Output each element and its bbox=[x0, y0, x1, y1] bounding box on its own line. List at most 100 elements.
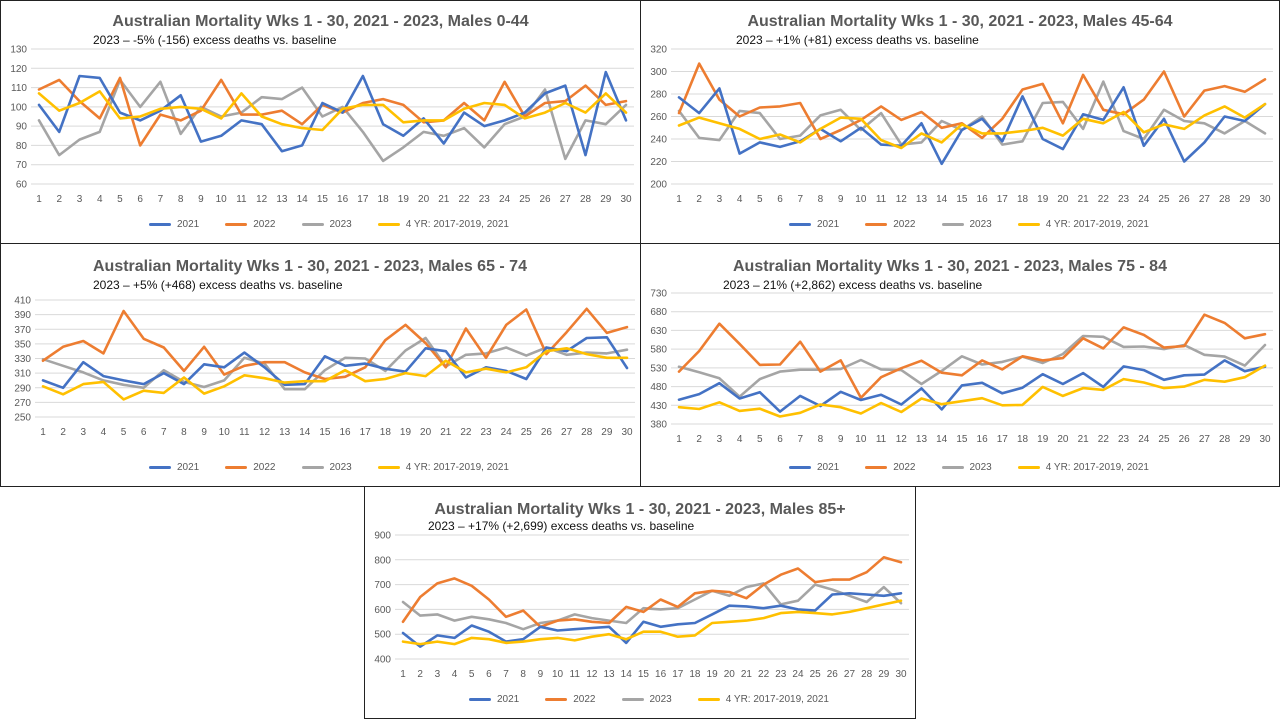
x-tick-label: 26 bbox=[827, 669, 839, 680]
x-tick-label: 7 bbox=[161, 427, 167, 438]
x-tick-label: 24 bbox=[499, 194, 511, 205]
x-tick-label: 9 bbox=[201, 427, 207, 438]
x-tick-label: 7 bbox=[503, 669, 509, 680]
chart-title: Australian Mortality Wks 1 - 30, 2021 - … bbox=[733, 258, 1167, 275]
legend-swatch-2022 bbox=[545, 698, 568, 701]
x-tick-label: 28 bbox=[1219, 194, 1231, 205]
x-tick-label: 26 bbox=[1179, 194, 1191, 205]
x-tick-label: 3 bbox=[717, 434, 723, 445]
legend-item-2023: 2023 bbox=[301, 462, 352, 473]
x-tick-label: 30 bbox=[620, 194, 632, 205]
x-tick-label: 8 bbox=[520, 669, 526, 680]
chart-title: Australian Mortality Wks 1 - 30, 2021 - … bbox=[93, 258, 527, 275]
x-tick-label: 24 bbox=[792, 669, 804, 680]
y-tick-label: 380 bbox=[650, 420, 667, 431]
gridlines: 380 430 480 530 580 630 680 730 bbox=[650, 289, 1273, 431]
y-tick-label: 260 bbox=[650, 112, 667, 123]
x-tick-label: 12 bbox=[586, 669, 598, 680]
legend-label: 4 YR: 2017-2019, 2021 bbox=[405, 219, 509, 230]
legend-swatch-2023 bbox=[301, 223, 324, 226]
x-tick-label: 29 bbox=[1239, 434, 1251, 445]
x-tick-label: 25 bbox=[519, 194, 531, 205]
x-axis-ticks: 1 2 3 4 5 6 7 8 9 10 11 12 13 14 15 16 17 18 19 20 21 22 23 24 2… bbox=[36, 194, 632, 205]
x-tick-label: 9 bbox=[198, 194, 204, 205]
x-tick-label: 6 bbox=[486, 669, 492, 680]
legend-item-2021: 2021 bbox=[469, 694, 519, 705]
x-tick-label: 29 bbox=[1239, 194, 1251, 205]
legend-item-2023: 2023 bbox=[941, 219, 992, 230]
x-tick-label: 4 bbox=[737, 434, 743, 445]
y-tick-label: 330 bbox=[14, 354, 31, 365]
x-tick-label: 13 bbox=[916, 434, 928, 445]
legend-label: 4 YR: 2017-2019, 2021 bbox=[1045, 219, 1149, 230]
legend-item-2022: 2022 bbox=[545, 694, 596, 705]
x-tick-label: 10 bbox=[552, 669, 564, 680]
chart-subtitle: 2023 – +5% (+468) excess deaths vs. base… bbox=[93, 278, 343, 292]
x-tick-label: 20 bbox=[1057, 194, 1069, 205]
x-tick-label: 25 bbox=[1158, 434, 1170, 445]
x-tick-label: 1 bbox=[40, 427, 46, 438]
y-tick-label: 220 bbox=[650, 157, 667, 168]
series-2023-line bbox=[41, 336, 629, 391]
x-tick-label: 4 bbox=[101, 427, 107, 438]
x-tick-label: 13 bbox=[916, 194, 928, 205]
y-tick-label: 630 bbox=[650, 326, 667, 337]
legend-swatch-2021 bbox=[469, 698, 491, 701]
series-2022-line bbox=[401, 556, 903, 629]
x-tick-label: 20 bbox=[1057, 434, 1069, 445]
x-tick-label: 19 bbox=[707, 669, 719, 680]
x-tick-label: 8 bbox=[181, 427, 187, 438]
series-baseline-line bbox=[677, 364, 1267, 418]
legend-swatch-baseline bbox=[377, 223, 400, 226]
x-tick-label: 3 bbox=[77, 194, 83, 205]
x-tick-label: 8 bbox=[818, 434, 824, 445]
chart-legend: 2021 2022 2023 4 YR: 2017-2019, 2021 bbox=[789, 462, 1149, 473]
x-tick-label: 1 bbox=[676, 194, 682, 205]
x-tick-label: 30 bbox=[1259, 194, 1271, 205]
x-tick-label: 15 bbox=[956, 194, 968, 205]
series-2021-line bbox=[41, 336, 629, 390]
legend-label: 2023 bbox=[969, 219, 992, 230]
y-tick-label: 500 bbox=[374, 630, 391, 641]
legend-item-baseline: 4 YR: 2017-2019, 2021 bbox=[697, 694, 829, 705]
y-tick-label: 410 bbox=[14, 296, 31, 307]
y-tick-label: 130 bbox=[10, 45, 27, 56]
x-tick-label: 23 bbox=[480, 427, 492, 438]
x-tick-label: 18 bbox=[1017, 194, 1029, 205]
x-tick-label: 29 bbox=[600, 194, 612, 205]
x-tick-label: 10 bbox=[219, 427, 231, 438]
x-tick-label: 7 bbox=[797, 194, 803, 205]
x-tick-label: 23 bbox=[479, 194, 491, 205]
legend-label: 2021 bbox=[177, 219, 200, 230]
x-tick-label: 12 bbox=[896, 434, 908, 445]
x-tick-label: 14 bbox=[621, 669, 633, 680]
x-tick-label: 22 bbox=[758, 669, 770, 680]
x-tick-label: 9 bbox=[838, 194, 844, 205]
legend-item-2023: 2023 bbox=[941, 462, 992, 473]
y-tick-label: 120 bbox=[10, 64, 27, 75]
legend-item-baseline: 4 YR: 2017-2019, 2021 bbox=[1017, 219, 1149, 230]
x-tick-label: 26 bbox=[1179, 434, 1191, 445]
x-tick-label: 7 bbox=[797, 434, 803, 445]
y-tick-label: 270 bbox=[14, 398, 31, 409]
x-tick-label: 10 bbox=[855, 434, 867, 445]
x-tick-label: 25 bbox=[521, 427, 533, 438]
chart-panel-males-0-44: Australian Mortality Wks 1 - 30, 2021 - … bbox=[0, 0, 641, 244]
x-tick-label: 8 bbox=[178, 194, 184, 205]
x-axis-ticks: 1 2 3 4 5 6 7 8 9 10 11 12 13 14 15 16 17 18 19 20 21 22 23 24 2… bbox=[676, 434, 1271, 445]
x-tick-label: 28 bbox=[581, 427, 593, 438]
y-tick-label: 290 bbox=[14, 383, 31, 394]
x-tick-label: 23 bbox=[1118, 434, 1130, 445]
chart-subtitle: 2023 – +1% (+81) excess deaths vs. basel… bbox=[736, 33, 979, 47]
chart-panel-males-75-84: Australian Mortality Wks 1 - 30, 2021 - … bbox=[640, 243, 1280, 487]
x-tick-label: 24 bbox=[1138, 434, 1150, 445]
x-tick-label: 16 bbox=[655, 669, 667, 680]
x-tick-label: 5 bbox=[757, 194, 763, 205]
y-tick-label: 700 bbox=[374, 580, 391, 591]
x-tick-label: 16 bbox=[340, 427, 352, 438]
legend-label: 2023 bbox=[649, 694, 672, 705]
x-tick-label: 11 bbox=[876, 194, 887, 205]
x-tick-label: 19 bbox=[1037, 434, 1049, 445]
x-tick-label: 14 bbox=[936, 434, 948, 445]
